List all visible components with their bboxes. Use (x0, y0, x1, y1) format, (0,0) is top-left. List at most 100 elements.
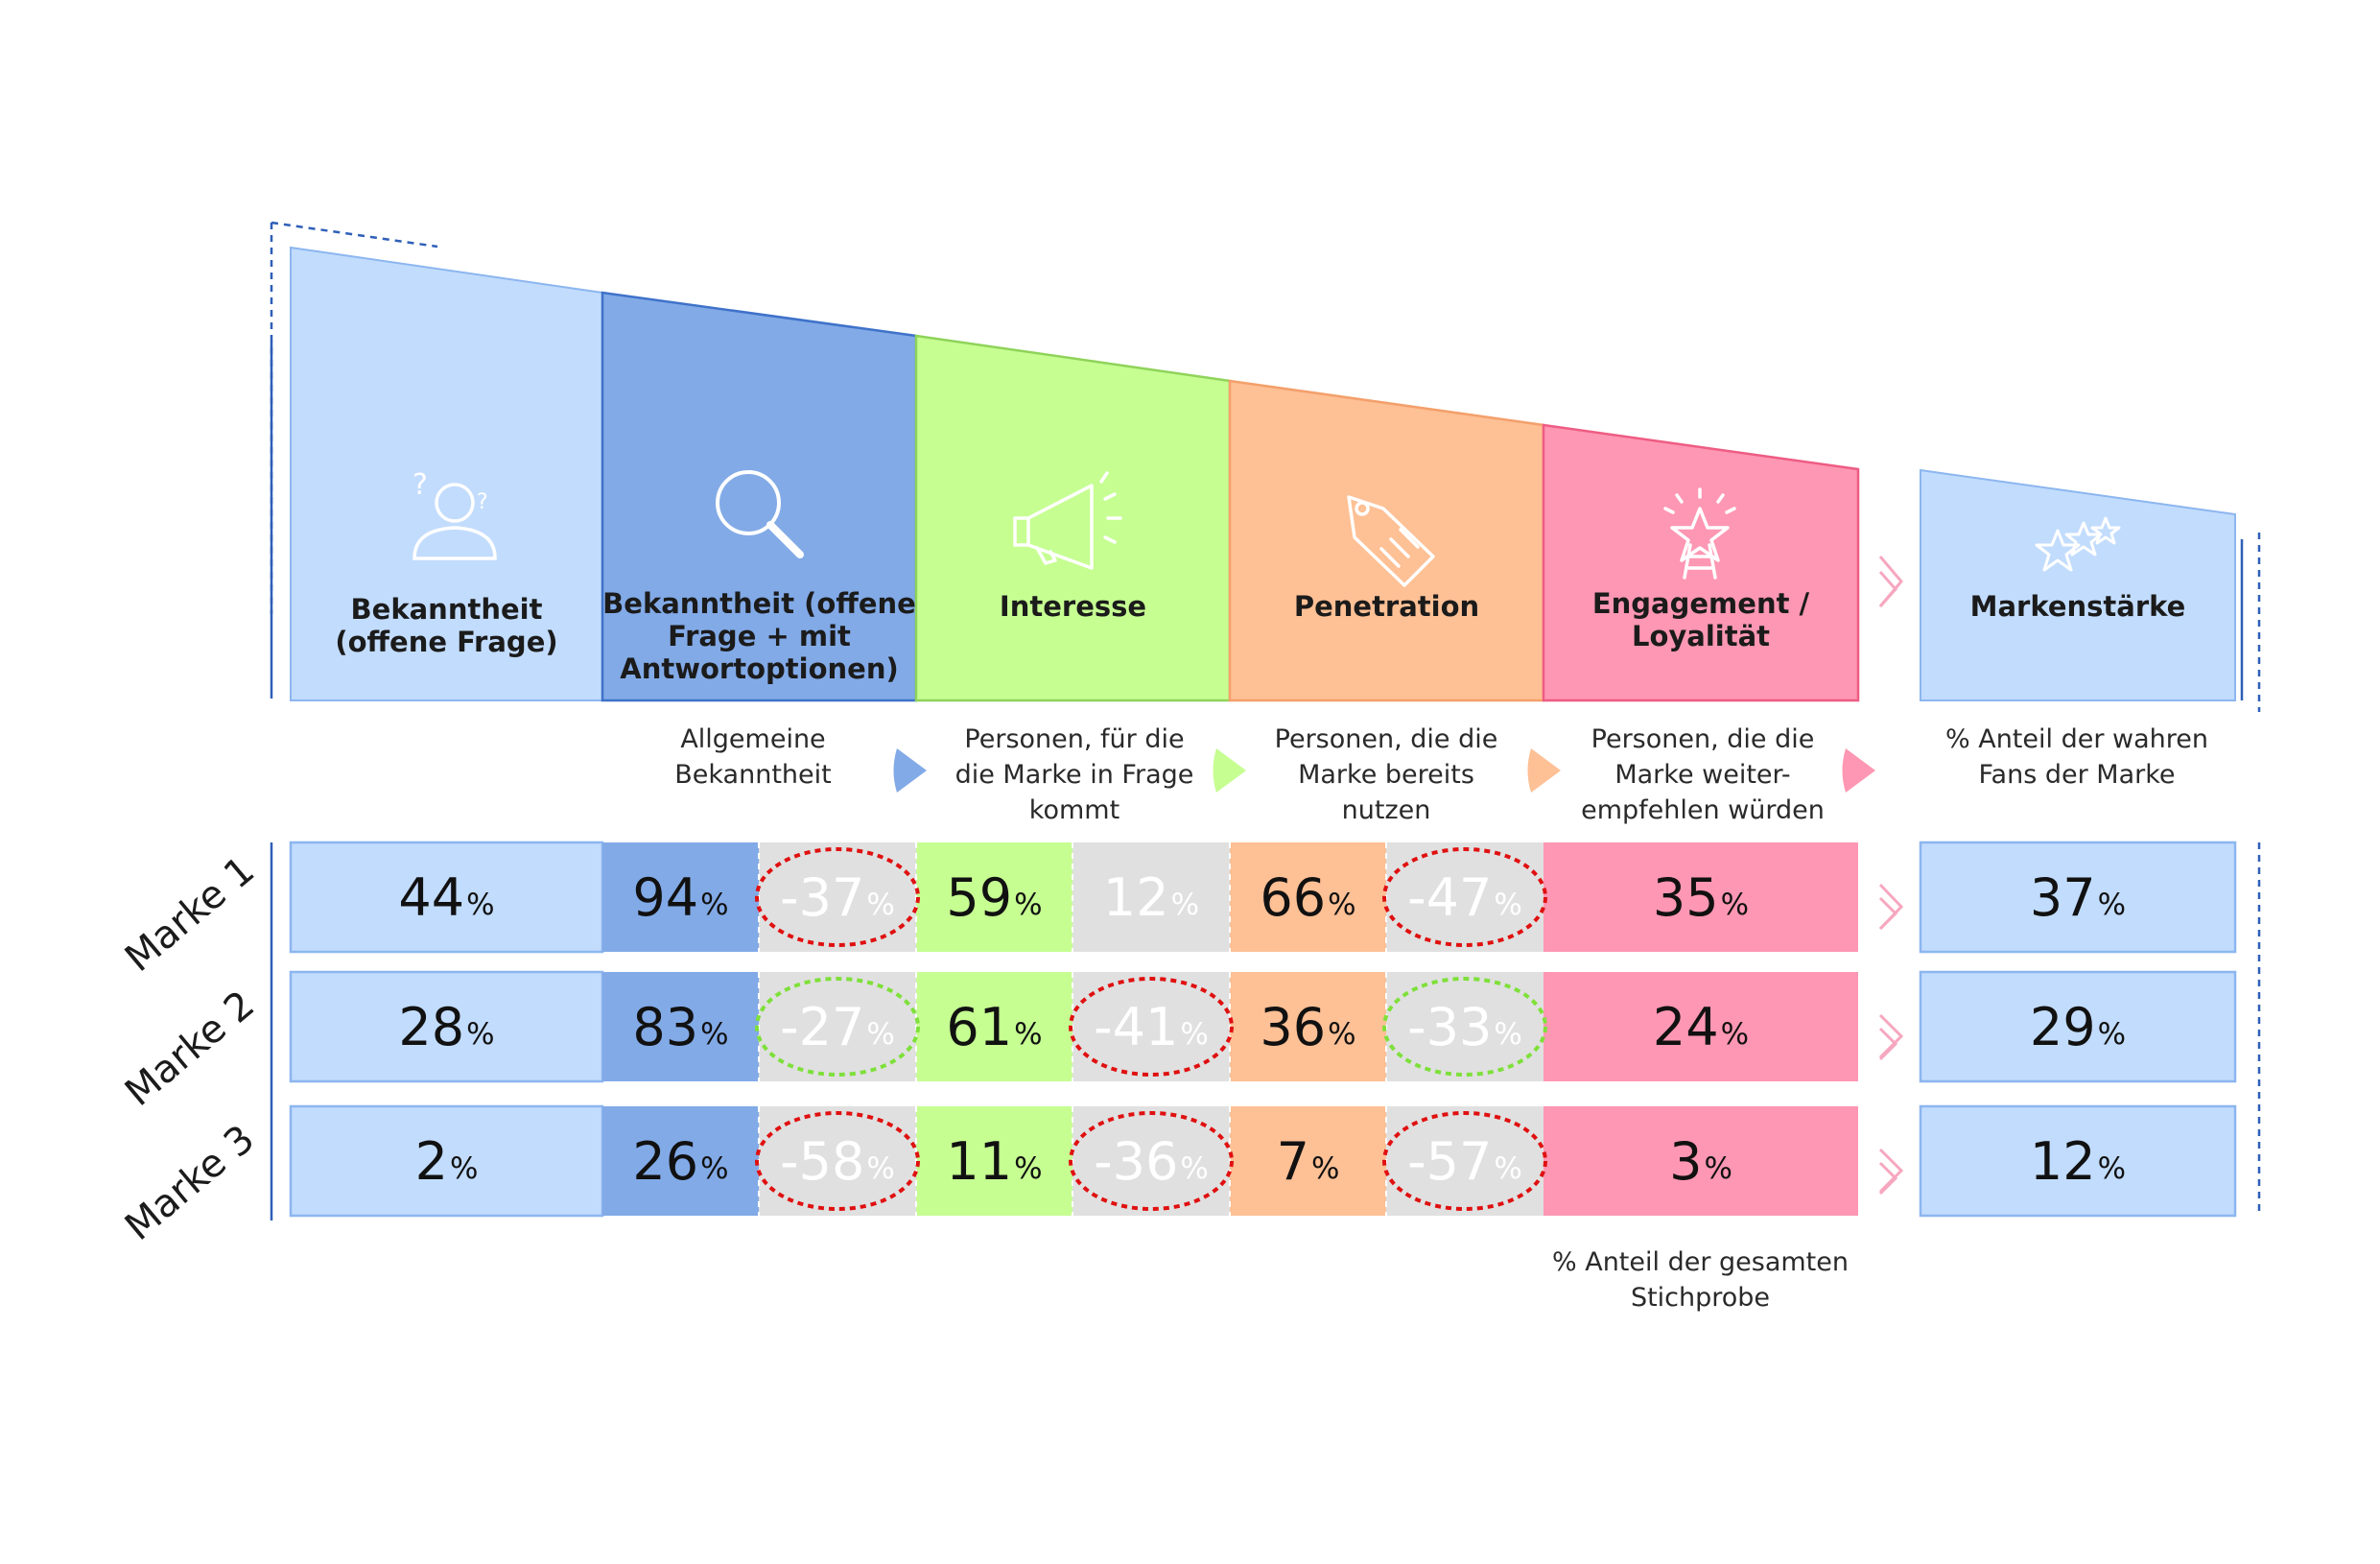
description-line: Personen, die die (1274, 724, 1498, 754)
percent-sign: % (1014, 1017, 1043, 1052)
cell-bg-engagement (1543, 1106, 1858, 1216)
triangle-pink (1842, 748, 1875, 793)
value-number: 44 (398, 866, 465, 928)
percent-sign: % (1494, 1151, 1522, 1186)
percent-sign: % (2097, 1017, 2127, 1052)
value-penetration-1: 66% (1230, 842, 1386, 952)
percent-sign: % (866, 888, 895, 922)
loss-highlight-ellipse (755, 1111, 920, 1211)
footnote: % Anteil der gesamten Stichprobe (1540, 1244, 1861, 1315)
cell-bg-interesse (916, 1106, 1072, 1216)
cell-bg-interesse (916, 842, 1072, 952)
triangle-green (1213, 748, 1246, 793)
value-number: 12 (2029, 1130, 2096, 1192)
value-markenstaerke-1: 37% (1920, 842, 2235, 952)
value-loss_2-3: -36% (1072, 1106, 1230, 1216)
value-number: -41 (1094, 996, 1179, 1057)
loss-highlight-ellipse (1382, 847, 1547, 947)
description-allgemeine-bekanntheit: Allgemeine Bekanntheit (633, 722, 873, 793)
cell-bg-markenstaerke (1919, 841, 2237, 954)
percent-sign: % (1494, 888, 1522, 922)
percent-sign: % (466, 888, 495, 922)
value-loss_1-1: -37% (759, 842, 916, 952)
loss-highlights (755, 847, 1547, 1211)
value-number: 61 (946, 996, 1013, 1057)
stage-label-line: Bekanntheit (350, 593, 543, 626)
value-loss_2-1: 12% (1072, 842, 1230, 952)
data-rows (289, 841, 2237, 1218)
magnifier-icon (716, 470, 804, 558)
percent-sign: % (700, 1151, 729, 1186)
value-bekanntheit_offen-3: 2% (291, 1106, 602, 1216)
description-engagement: Personen, die die Marke weiter- empfehle… (1559, 722, 1847, 828)
percent-sign: % (700, 1017, 729, 1052)
svg-text:?: ? (412, 468, 428, 502)
percent-sign: % (1720, 1017, 1750, 1052)
value-penetration-3: 7% (1230, 1106, 1386, 1216)
percent-sign: % (866, 1017, 895, 1052)
stars-icon (2035, 516, 2121, 572)
stage-label-line: Antwortoptionen) (620, 652, 899, 685)
value-number: 59 (946, 866, 1013, 928)
value-number: 94 (632, 866, 699, 928)
loss-highlight-ellipse (1069, 977, 1234, 1077)
value-interesse-3: 11% (916, 1106, 1072, 1216)
value-bekanntheit_gesamt-3: 26% (602, 1106, 759, 1216)
percent-sign: % (1704, 1151, 1732, 1186)
cell-bg-bekanntheit_gesamt (602, 842, 759, 952)
value-bekanntheit_gesamt-2: 83% (602, 972, 759, 1081)
cell-bg-engagement (1543, 842, 1858, 952)
value-engagement-3: 3% (1543, 1106, 1858, 1216)
value-number: 28 (398, 996, 465, 1057)
footnote-line: % Anteil der gesamten (1551, 1247, 1849, 1277)
percent-sign: % (2097, 1151, 2127, 1186)
value-number: -37 (780, 866, 865, 928)
cell-bg-bekanntheit_gesamt (602, 1106, 759, 1216)
value-bekanntheit_offen-1: 44% (291, 842, 602, 952)
stage-penetration-block (1228, 379, 1545, 702)
value-loss_1-2: -27% (759, 972, 916, 1081)
value-markenstaerke-2: 29% (1920, 972, 2235, 1081)
stage-label-engagement: Engagement / Loyalität (1543, 587, 1858, 659)
stage-label-line: Engagement / (1591, 587, 1810, 620)
value-number: -47 (1407, 866, 1493, 928)
value-number: 26 (632, 1130, 699, 1192)
percent-sign: % (1328, 888, 1356, 922)
cell-bg-bekanntheit_offen (289, 970, 604, 1083)
percent-sign: % (1494, 1017, 1522, 1052)
guide-lines (270, 221, 2261, 1220)
stage-label-interesse: Interesse (916, 587, 1230, 626)
stage-label-line: Interesse (999, 590, 1147, 623)
stage-label-markenstaerke: Markenstärke (1920, 587, 2235, 626)
description-markenstaerke: % Anteil der wahren Fans der Marke (1928, 722, 2226, 793)
value-loss_1-3: -58% (759, 1106, 916, 1216)
description-line: Fans der Marke (1978, 760, 2176, 790)
value-engagement-1: 35% (1543, 842, 1858, 952)
value-number: -36 (1094, 1130, 1179, 1192)
cell-bg-engagement (1543, 972, 1858, 1081)
cell-bg-penetration (1230, 972, 1386, 1081)
percent-sign: % (1014, 1151, 1043, 1186)
percent-sign: % (1328, 1017, 1356, 1052)
value-number: -57 (1407, 1130, 1493, 1192)
value-interesse-2: 61% (916, 972, 1072, 1081)
description-interesse: Personen, für die die Marke in Frage kom… (940, 722, 1209, 828)
stage-engagement-block (1542, 423, 1860, 702)
loss-highlight-ellipse (1382, 977, 1547, 1077)
percent-sign: % (1310, 1151, 1340, 1186)
triangle-orange (1527, 748, 1561, 793)
value-number: 35 (1652, 866, 1719, 928)
description-line: Personen, die die (1591, 724, 1815, 754)
description-penetration: Personen, die die Marke bereits nutzen (1252, 722, 1520, 828)
description-line: Bekanntheit (674, 760, 832, 790)
stage-label-line: (offene Frage) (335, 626, 558, 658)
description-line: % Anteil der wahren (1944, 724, 2208, 754)
percent-sign: % (449, 1151, 479, 1186)
value-number: 37 (2029, 866, 2096, 928)
megaphone-icon (1013, 471, 1122, 570)
cell-bg-penetration (1230, 1106, 1386, 1216)
value-markenstaerke-3: 12% (1920, 1106, 2235, 1216)
stage-label-line: Bekanntheit (offene (602, 587, 916, 620)
value-interesse-1: 59% (916, 842, 1072, 952)
